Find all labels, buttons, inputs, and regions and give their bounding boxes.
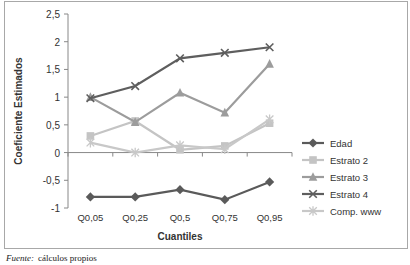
data-point bbox=[131, 82, 139, 90]
legend-label: Comp. www bbox=[330, 206, 381, 217]
y-tick bbox=[64, 41, 68, 42]
y-axis bbox=[68, 14, 69, 208]
y-tick bbox=[64, 14, 68, 15]
x-tick-label: Q0,5 bbox=[170, 212, 191, 223]
y-tick-label: -0,5 bbox=[43, 175, 61, 186]
data-point bbox=[131, 117, 140, 126]
x-tick bbox=[112, 153, 113, 157]
data-point bbox=[221, 144, 229, 154]
y-tick bbox=[64, 69, 68, 70]
y-tick-label: 1,5 bbox=[46, 64, 60, 75]
data-point bbox=[220, 195, 229, 204]
y-tick-label: 1 bbox=[54, 92, 60, 103]
legend-marker bbox=[309, 172, 318, 181]
data-point bbox=[87, 138, 95, 148]
legend-label: Estrato 4 bbox=[330, 189, 368, 200]
x-tick-label: Q0,75 bbox=[212, 212, 238, 223]
x-tick-label: Q0,05 bbox=[77, 212, 103, 223]
y-tick-label: 0 bbox=[54, 148, 60, 159]
series-line bbox=[90, 47, 269, 98]
legend-marker bbox=[308, 138, 317, 147]
x-tick bbox=[68, 153, 69, 157]
data-point bbox=[87, 94, 95, 102]
data-point bbox=[265, 59, 274, 68]
y-axis-label: Coeficiente Estimados bbox=[13, 57, 24, 165]
data-point bbox=[266, 115, 274, 125]
source-text: cálculos propios bbox=[38, 253, 97, 263]
y-tick-label: -1 bbox=[51, 203, 60, 214]
x-tick bbox=[157, 153, 158, 157]
data-point bbox=[176, 88, 185, 97]
y-tick bbox=[64, 97, 68, 98]
chart: -1 -0,5 0 0,5 1 1,5 2 2,5 Q0,05 Q0,25 Q0,5 Q0,75 Q0,… bbox=[0, 0, 410, 265]
y-tick bbox=[64, 180, 68, 181]
data-point bbox=[131, 148, 139, 158]
x-tick bbox=[292, 153, 293, 157]
series-line bbox=[90, 182, 269, 200]
legend-marker bbox=[309, 206, 317, 216]
y-tick-label: 2,5 bbox=[46, 9, 60, 20]
x-tick bbox=[247, 153, 248, 157]
source-label: Fuente: bbox=[5, 253, 34, 263]
data-point bbox=[176, 55, 184, 63]
y-tick bbox=[64, 152, 68, 153]
data-point bbox=[86, 192, 95, 201]
x-tick-label: Q0,95 bbox=[257, 212, 283, 223]
data-point bbox=[176, 141, 184, 151]
legend-marker bbox=[309, 156, 317, 164]
y-tick-label: 2 bbox=[54, 37, 60, 48]
plot-area bbox=[86, 43, 274, 204]
data-point bbox=[221, 49, 229, 57]
legend-label: Estrato 3 bbox=[330, 172, 368, 183]
legend-marker bbox=[309, 190, 317, 198]
series-line bbox=[90, 64, 269, 122]
series-line bbox=[90, 119, 269, 152]
data-point bbox=[266, 43, 274, 51]
y-tick bbox=[64, 124, 68, 125]
series-line bbox=[90, 121, 269, 150]
data-point bbox=[131, 192, 140, 201]
chart-frame bbox=[5, 2, 408, 249]
legend-label: Estrato 2 bbox=[330, 155, 368, 166]
legend-label: Edad bbox=[330, 138, 352, 149]
x-tick-label: Q0,25 bbox=[122, 212, 148, 223]
data-point bbox=[265, 177, 274, 186]
x-tick bbox=[202, 153, 203, 157]
y-tick bbox=[64, 208, 68, 209]
data-point bbox=[175, 185, 184, 194]
data-point bbox=[221, 108, 230, 117]
y-tick-label: 0,5 bbox=[46, 120, 60, 131]
x-axis-label: Cuantiles bbox=[157, 231, 202, 242]
